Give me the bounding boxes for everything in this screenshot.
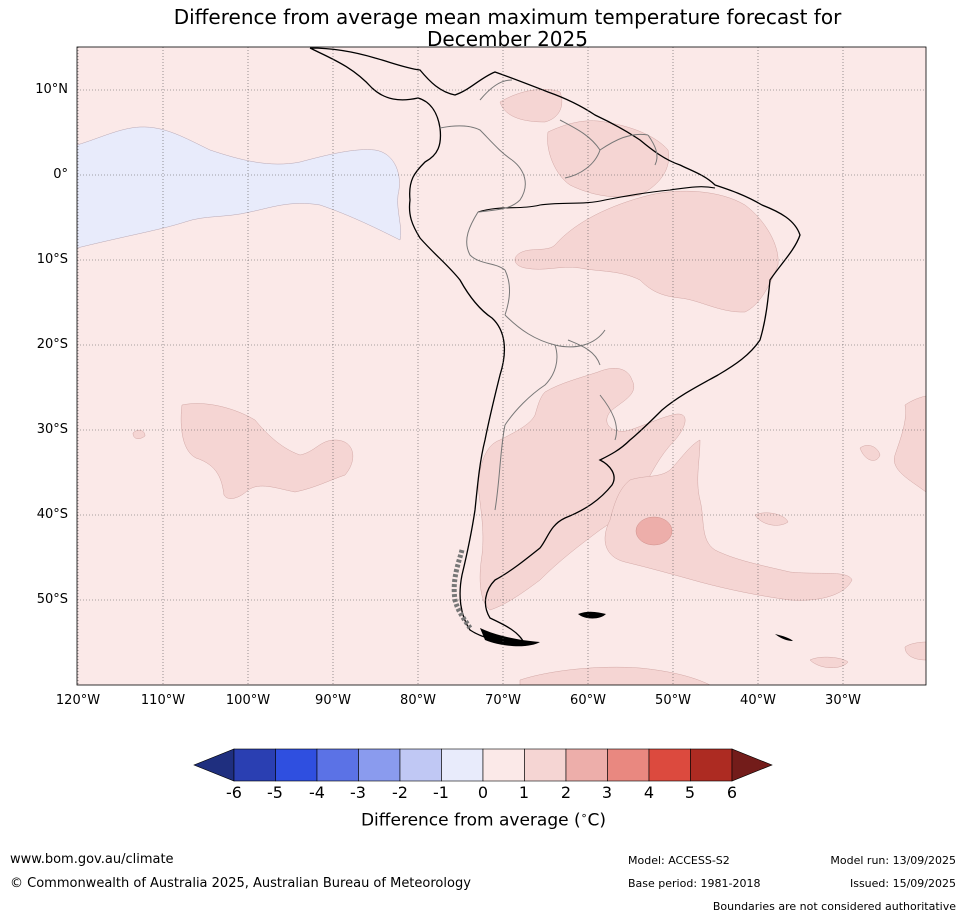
colorbar-segment	[233, 748, 276, 782]
lon-label: 90°W	[315, 693, 351, 708]
colorbar-segment	[648, 748, 691, 782]
falkland-islands	[578, 611, 606, 619]
colorbar-tick-label: 2	[560, 783, 572, 802]
lon-label: 100°W	[225, 693, 271, 708]
lon-label: 110°W	[140, 693, 186, 708]
colorbar-segment	[399, 748, 442, 782]
colorbar-tick-label: -2	[392, 783, 408, 802]
lat-label: 10°S	[36, 252, 68, 267]
lon-label: 80°W	[400, 693, 436, 708]
colorbar-extension-low	[193, 748, 235, 782]
map-frame	[76, 46, 927, 686]
colorbar-label: Difference from average (	[360, 810, 581, 831]
colorbar-tick-label: 0	[477, 783, 489, 802]
lat-label: 40°S	[36, 507, 68, 522]
footer-issued: Issued: 15/09/2025	[849, 877, 956, 890]
region-northern-south-america-warm	[499, 89, 670, 198]
colorbar-tick-label: -6	[226, 783, 242, 802]
tierra-del-fuego	[480, 628, 540, 647]
lon-label: 70°W	[485, 693, 521, 708]
country-borders	[439, 79, 658, 511]
colorbar-tick-label: 4	[643, 783, 655, 802]
gridlines	[77, 47, 926, 685]
lon-label: 30°W	[825, 693, 861, 708]
chart-title-line2: December 2025	[427, 27, 588, 51]
lat-label: 20°S	[36, 337, 68, 352]
south-georgia	[775, 634, 793, 641]
colorbar-segment	[607, 748, 650, 782]
colorbar-tick-label: 6	[726, 783, 738, 802]
colorbar-segment	[565, 748, 608, 782]
lon-label: 120°W	[55, 693, 101, 708]
colorbar-segment	[358, 748, 401, 782]
colorbar-tick-label: 1	[518, 783, 530, 802]
region-south-atlantic-warm-core	[635, 516, 673, 546]
region-eastern-brazil-warm	[514, 190, 779, 313]
colorbar-segment	[690, 748, 733, 782]
colorbar-tick-label: -5	[267, 783, 283, 802]
colorbar-segment	[441, 748, 484, 782]
region-south-atlantic-warm	[604, 439, 853, 601]
lon-label: 60°W	[570, 693, 606, 708]
footer-base-period: Base period: 1981-2018	[628, 877, 761, 890]
colorbar-tick-label: 5	[684, 783, 696, 802]
colorbar-tick-label: -1	[433, 783, 449, 802]
footer-copyright: © Commonwealth of Australia 2025, Austra…	[10, 876, 471, 891]
anomaly-regions	[77, 47, 926, 685]
lat-label: 30°S	[36, 422, 68, 437]
colorbar-extension-high	[731, 748, 773, 782]
region-far-south-atlantic-warm	[519, 395, 926, 685]
lat-label: 50°S	[36, 592, 68, 607]
colorbar-segment	[316, 748, 359, 782]
region-southeast-pacific-warm	[132, 403, 354, 499]
colorbar-tick-label: -3	[350, 783, 366, 802]
footer-model-run: Model run: 13/09/2025	[830, 854, 956, 867]
colorbar	[193, 748, 773, 782]
lat-label: 10°N	[35, 82, 68, 97]
footer-model: Model: ACCESS-S2	[628, 854, 730, 867]
chart-title-line1: Difference from average mean maximum tem…	[173, 5, 842, 29]
colorbar-segment	[275, 748, 318, 782]
footer-disclaimer: Boundaries are not considered authoritat…	[712, 900, 956, 913]
coastline	[309, 47, 801, 646]
colorbar-unit: C)	[587, 810, 607, 831]
footer-website: www.bom.gov.au/climate	[10, 852, 174, 867]
colorbar-title: Difference from average (∘C)	[0, 809, 965, 831]
lon-label: 40°W	[740, 693, 776, 708]
colorbar-segment	[482, 748, 525, 782]
colorbar-tick-label: 3	[601, 783, 613, 802]
lon-label: 50°W	[655, 693, 691, 708]
region-eastern-pacific-cool-band	[77, 126, 401, 249]
colorbar-unit-degree: ∘	[580, 809, 588, 822]
colorbar-segment	[524, 748, 567, 782]
lat-label: 0°	[53, 167, 68, 182]
amazon-river	[477, 186, 716, 213]
colorbar-tick-label: -4	[309, 783, 325, 802]
